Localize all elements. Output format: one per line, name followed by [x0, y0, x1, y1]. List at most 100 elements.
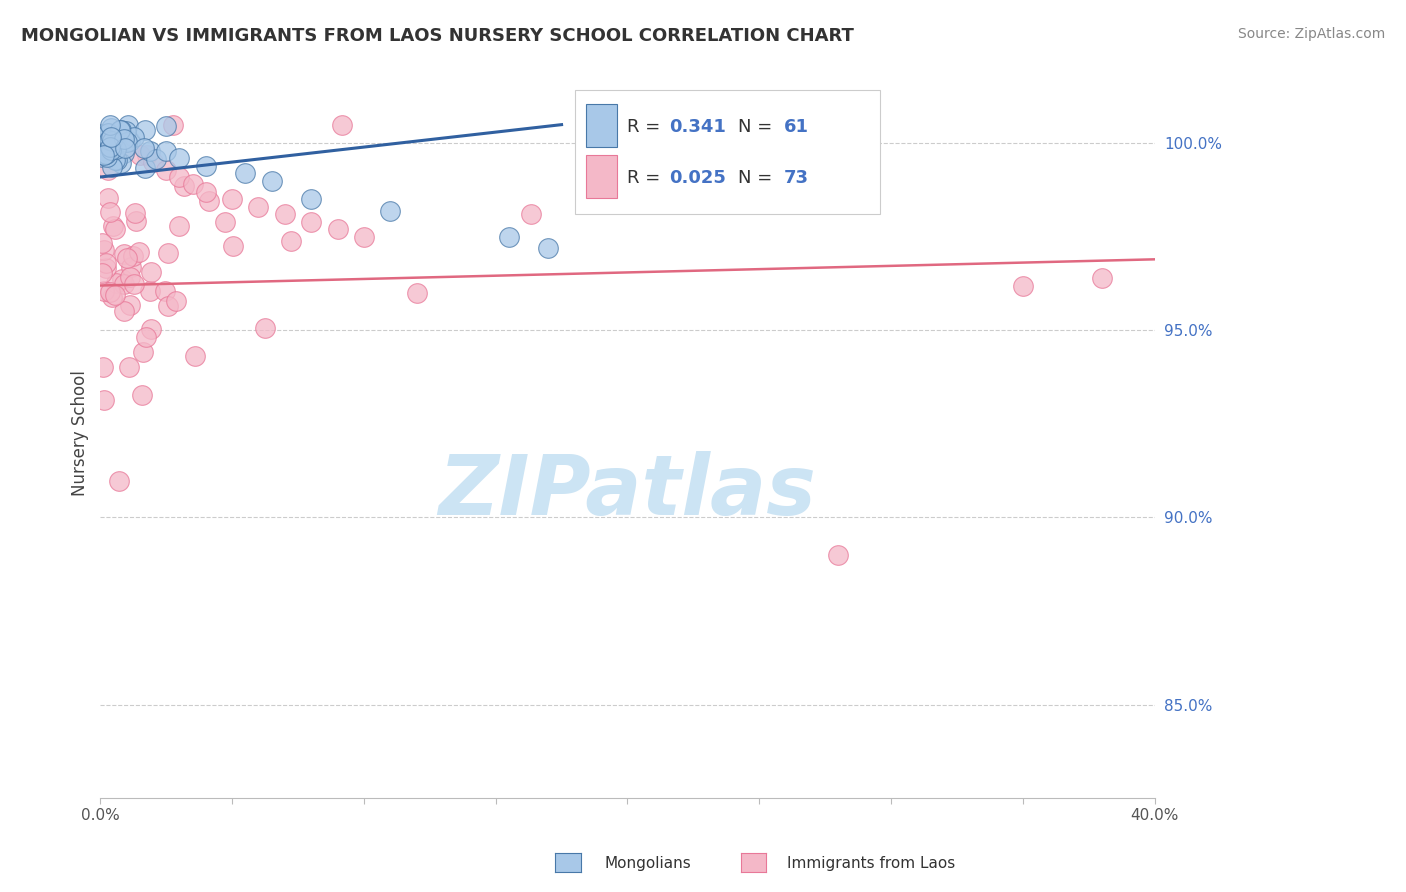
- Point: [97, 126, 120, 140]
- Point: [90, 137, 112, 152]
- Point: [1011, 278, 1033, 293]
- Text: Immigrants from Laos: Immigrants from Laos: [787, 856, 956, 871]
- Point: [100, 137, 122, 152]
- Text: N =: N =: [738, 169, 778, 187]
- Point: [101, 132, 124, 146]
- Point: [125, 214, 148, 228]
- Point: [90, 150, 112, 164]
- FancyBboxPatch shape: [586, 103, 617, 146]
- Point: [194, 159, 217, 173]
- Point: [108, 123, 131, 137]
- Point: [101, 143, 124, 157]
- Point: [118, 298, 141, 312]
- Point: [537, 241, 560, 255]
- Point: [155, 162, 177, 177]
- Point: [131, 388, 153, 402]
- Point: [104, 277, 127, 291]
- Point: [98, 140, 121, 154]
- Point: [112, 132, 135, 146]
- Point: [112, 277, 135, 292]
- Point: [115, 140, 138, 154]
- Point: [280, 234, 302, 248]
- Point: [162, 118, 184, 132]
- Point: [112, 145, 135, 160]
- Point: [93, 147, 115, 161]
- Point: [114, 141, 136, 155]
- Point: [124, 205, 146, 219]
- Point: [134, 123, 156, 137]
- Point: [96, 145, 118, 159]
- Point: [247, 200, 270, 214]
- Point: [253, 321, 276, 335]
- Point: [93, 244, 115, 258]
- Point: [136, 148, 159, 162]
- Point: [115, 251, 138, 265]
- Point: [97, 162, 120, 177]
- Text: 61: 61: [783, 118, 808, 136]
- Point: [131, 345, 153, 359]
- Point: [117, 136, 139, 150]
- Point: [94, 261, 117, 276]
- Point: [91, 143, 114, 157]
- Point: [274, 207, 297, 221]
- Point: [112, 246, 135, 260]
- Point: [91, 266, 114, 280]
- Point: [326, 222, 349, 236]
- Point: [98, 285, 121, 299]
- Point: [110, 272, 132, 286]
- Point: [299, 215, 322, 229]
- Point: [120, 135, 142, 149]
- Point: [100, 205, 122, 219]
- Point: [103, 133, 125, 147]
- Point: [128, 244, 150, 259]
- Point: [134, 161, 156, 176]
- Point: [128, 147, 150, 161]
- Point: [165, 294, 187, 309]
- Point: [93, 136, 115, 151]
- FancyBboxPatch shape: [586, 154, 617, 198]
- Point: [124, 277, 146, 291]
- Point: [110, 156, 132, 170]
- Point: [155, 144, 177, 158]
- Point: [155, 119, 177, 133]
- Point: [98, 141, 121, 155]
- Text: 0.025: 0.025: [669, 169, 727, 187]
- Point: [101, 160, 124, 174]
- Point: [110, 134, 132, 148]
- Point: [122, 250, 145, 264]
- Point: [519, 207, 541, 221]
- Point: [157, 246, 180, 260]
- Point: [101, 144, 124, 158]
- Point: [115, 124, 138, 138]
- Point: [122, 130, 145, 145]
- Point: [142, 155, 165, 169]
- Point: [353, 230, 375, 244]
- Point: [183, 349, 205, 363]
- Point: [112, 303, 135, 318]
- Text: Source: ZipAtlas.com: Source: ZipAtlas.com: [1237, 27, 1385, 41]
- Point: [405, 285, 427, 300]
- Point: [120, 270, 142, 285]
- Point: [1091, 271, 1114, 285]
- Point: [94, 256, 117, 270]
- Point: [104, 137, 127, 152]
- Point: [108, 474, 131, 488]
- Point: [100, 130, 122, 145]
- Point: [380, 203, 402, 218]
- Point: [141, 265, 163, 279]
- Point: [173, 178, 195, 193]
- Point: [120, 260, 142, 275]
- Point: [135, 330, 157, 344]
- Point: [110, 123, 132, 137]
- Point: [145, 152, 167, 166]
- Point: [96, 151, 118, 165]
- Text: R =: R =: [627, 169, 666, 187]
- Point: [101, 290, 124, 304]
- Point: [132, 141, 155, 155]
- Point: [103, 219, 125, 233]
- Y-axis label: Nursery School: Nursery School: [72, 370, 89, 496]
- Point: [156, 299, 179, 313]
- Point: [93, 284, 115, 298]
- Point: [94, 141, 117, 155]
- Point: [104, 288, 127, 302]
